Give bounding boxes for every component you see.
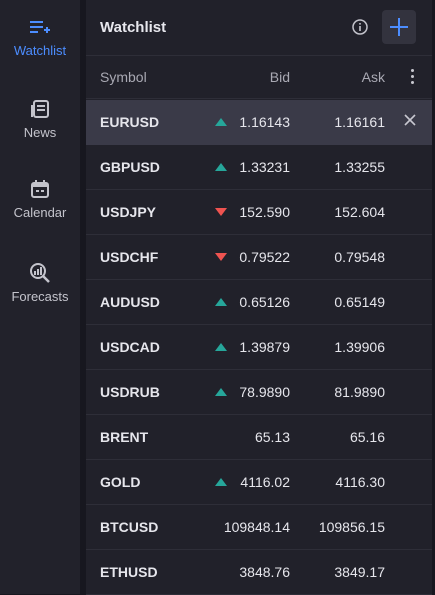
column-headers: Symbol Bid Ask	[86, 56, 432, 99]
ask-cell: 1.33255	[334, 159, 385, 175]
news-icon	[31, 100, 49, 118]
bid-cell: 4116.02	[240, 474, 290, 490]
more-options-icon[interactable]	[409, 69, 415, 87]
trend-up-icon	[215, 478, 227, 486]
trend-down-icon	[215, 253, 227, 261]
table-row[interactable]: USDRUB 78.9890 81.9890	[86, 370, 432, 415]
sidebar-item-label: News	[23, 125, 57, 140]
bid-cell: 152.590	[239, 204, 290, 220]
ask-cell: 109856.15	[318, 519, 385, 535]
info-icon[interactable]	[352, 19, 368, 35]
sidebar-item-watchlist[interactable]: Watchlist	[0, 0, 80, 84]
table-row[interactable]: BTCUSD 109848.14 109856.15	[86, 505, 432, 550]
sidebar-item-label: Calendar	[13, 205, 67, 220]
table-row[interactable]: GBPUSD 1.33231 1.33255	[86, 145, 432, 190]
sidebar-item-news[interactable]: News	[0, 82, 80, 166]
trend-down-icon	[215, 208, 227, 216]
bid-cell: 1.16143	[239, 114, 290, 130]
bid-cell: 1.33231	[239, 159, 290, 175]
watchlist-panel: Watchlist Symbol Bid Ask EURUSD 1.16143 1.…	[86, 0, 432, 595]
symbol-cell: GBPUSD	[100, 159, 160, 175]
bid-cell: 1.39879	[239, 339, 290, 355]
sidebar-item-label: Watchlist	[13, 43, 67, 58]
table-row[interactable]: USDCAD 1.39879 1.39906	[86, 325, 432, 370]
ask-cell: 3849.17	[334, 564, 385, 580]
symbol-cell: USDJPY	[100, 204, 157, 220]
trend-up-icon	[215, 343, 227, 351]
symbol-cell: EURUSD	[100, 114, 160, 130]
bid-cell: 65.13	[254, 429, 290, 445]
sidebar-item-label: Forecasts	[11, 289, 69, 304]
ask-cell: 65.16	[349, 429, 385, 445]
page-title: Watchlist	[100, 19, 167, 36]
bid-cell: 109848.14	[223, 519, 290, 535]
column-header-bid[interactable]: Bid	[269, 69, 290, 85]
ask-cell: 1.39906	[334, 339, 385, 355]
sidebar-item-forecasts[interactable]: Forecasts	[0, 246, 80, 330]
symbol-cell: BRENT	[100, 429, 149, 445]
symbol-cell: GOLD	[100, 474, 141, 490]
table-row[interactable]: ETHUSD 3848.76 3849.17	[86, 550, 432, 595]
symbol-cell: BTCUSD	[100, 519, 159, 535]
ask-cell: 0.79548	[334, 249, 385, 265]
bid-cell: 0.79522	[239, 249, 290, 265]
table-row[interactable]: AUDUSD 0.65126 0.65149	[86, 280, 432, 325]
trend-up-icon	[215, 118, 227, 126]
table-row[interactable]: EURUSD 1.16143 1.16161	[86, 100, 432, 145]
ask-cell: 81.9890	[334, 384, 385, 400]
column-header-ask[interactable]: Ask	[361, 69, 385, 85]
bid-cell: 0.65126	[239, 294, 290, 310]
sidebar: Watchlist News Calendar	[0, 0, 80, 594]
ask-cell: 4116.30	[335, 474, 385, 490]
ask-cell: 152.604	[334, 204, 385, 220]
watchlist-header: Watchlist	[86, 0, 432, 56]
plus-icon	[390, 18, 408, 36]
symbol-cell: USDCHF	[100, 249, 159, 265]
bid-cell: 78.9890	[239, 384, 290, 400]
forecast-search-icon	[30, 263, 50, 283]
table-row[interactable]: GOLD 4116.02 4116.30	[86, 460, 432, 505]
calendar-icon	[31, 180, 49, 198]
close-icon[interactable]	[404, 114, 416, 126]
ask-cell: 0.65149	[334, 294, 385, 310]
add-symbol-button[interactable]	[382, 10, 416, 44]
trend-up-icon	[215, 388, 227, 396]
sidebar-item-calendar[interactable]: Calendar	[0, 162, 80, 246]
table-row[interactable]: BRENT 65.13 65.16	[86, 415, 432, 460]
symbol-cell: USDRUB	[100, 384, 160, 400]
ask-cell: 1.16161	[334, 114, 385, 130]
trend-up-icon	[215, 163, 227, 171]
bid-cell: 3848.76	[239, 564, 290, 580]
symbol-cell: USDCAD	[100, 339, 160, 355]
table-row[interactable]: USDJPY 152.590 152.604	[86, 190, 432, 235]
table-row[interactable]: USDCHF 0.79522 0.79548	[86, 235, 432, 280]
column-header-symbol[interactable]: Symbol	[100, 69, 147, 85]
watchlist-add-icon	[30, 18, 50, 36]
symbol-cell: AUDUSD	[100, 294, 160, 310]
watchlist-rows: EURUSD 1.16143 1.16161 GBPUSD 1.33231 1.33255…	[86, 100, 432, 595]
trend-up-icon	[215, 298, 227, 306]
symbol-cell: ETHUSD	[100, 564, 158, 580]
